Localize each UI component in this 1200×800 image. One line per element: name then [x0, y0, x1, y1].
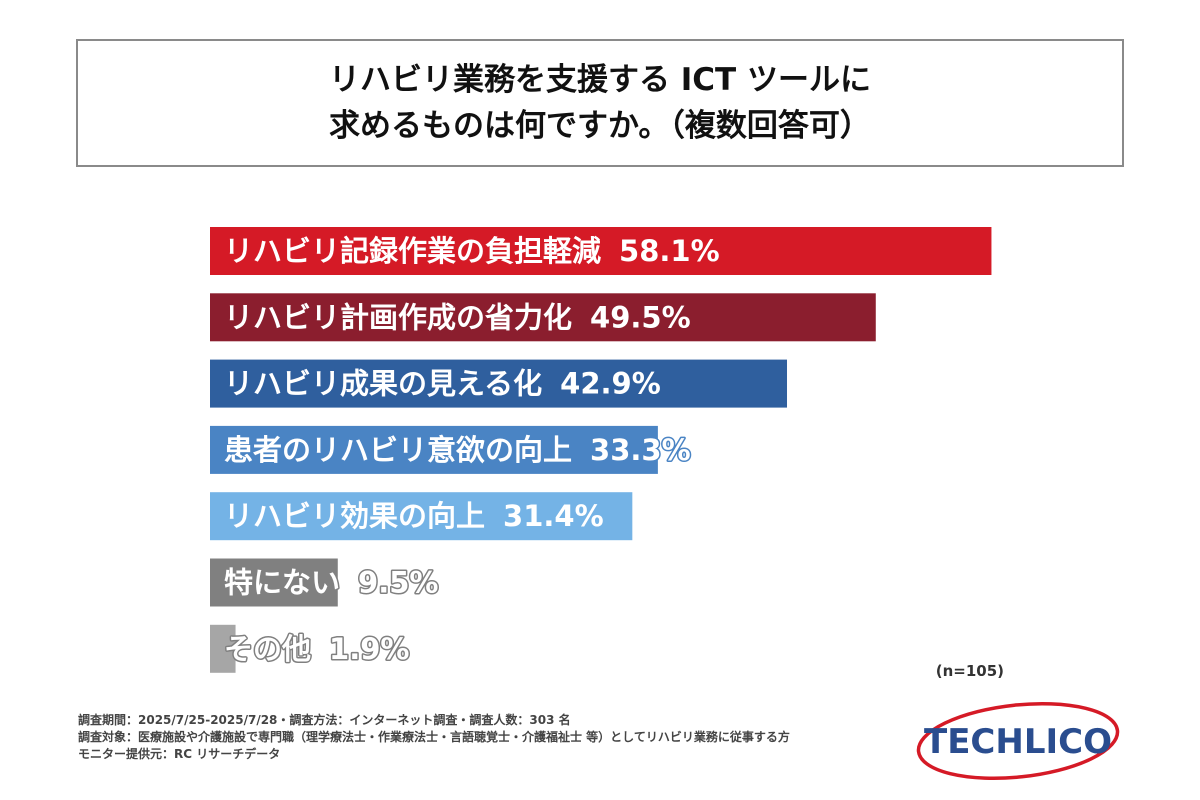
category-label-5: リハビリ効果の向上 [224, 499, 485, 533]
techlico-logo: TECHLICO [916, 701, 1120, 781]
value-label-4: 33.3% [590, 433, 691, 467]
chart-title-line-2: 求めるものは何ですか。（複数回答可） [329, 108, 871, 144]
category-label-6: 特にない [224, 566, 340, 600]
value-label-7: 1.9% [329, 632, 409, 666]
footer-line-period: 調査期間：2025/7/25-2025/7/28・調査方法：インターネット調査・… [78, 713, 571, 727]
bar-3 [210, 359, 788, 408]
value-label-6: 9.5% [358, 566, 438, 600]
category-label-3: リハビリ成果の見える化 [224, 367, 542, 401]
bar-chart: リハビリ記録作業の負担軽減 58.1% リハビリ計画作成の省力化 49.5% リハビリ成… [210, 227, 992, 673]
title-box: リハビリ業務を支援する ICT ツールに 求めるものは何ですか。（複数回答可） [76, 39, 1124, 167]
category-label-2: リハビリ計画作成の省力化 [224, 300, 572, 334]
bar-label-1: リハビリ記録作業の負担軽減 58.1% [224, 234, 720, 268]
bar-label-7: その他 1.9% [224, 632, 409, 666]
bar-6 [210, 558, 338, 607]
bar-label-3: リハビリ成果の見える化 42.9% [224, 367, 661, 401]
value-label-2: 49.5% [590, 300, 691, 334]
logo-text: TECHLICO [924, 722, 1112, 762]
bar-label-6: 特にない 9.5% [224, 566, 438, 600]
bar-7 [210, 624, 236, 673]
category-label-4: 患者のリハビリ意欲の向上 [224, 433, 572, 467]
footer-line-target: 調査対象：医療施設や介護施設で専門職（理学療法士・作業療法士・言語聴覚士・介護福… [78, 730, 790, 744]
survey-footer: 調査期間：2025/7/25-2025/7/28・調査方法：インターネット調査・… [78, 712, 790, 763]
bar-label-5: リハビリ効果の向上 31.4% [224, 499, 604, 533]
category-label-7: その他 [224, 632, 311, 666]
sample-size-label: (n=105) [935, 662, 1004, 680]
logo-ring [916, 701, 1120, 781]
value-label-5: 31.4% [503, 499, 604, 533]
bar-label-4: 患者のリハビリ意欲の向上 33.3% [224, 433, 691, 467]
bar-label-2: リハビリ計画作成の省力化 49.5% [224, 300, 691, 334]
bar-1 [210, 227, 992, 275]
value-label-3: 42.9% [560, 367, 661, 401]
chart-title-line-1: リハビリ業務を支援する ICT ツールに [328, 62, 871, 98]
footer-line-source: モニター提供元：RC リサーチデータ [78, 747, 281, 761]
bar-4 [210, 425, 658, 474]
category-label-1: リハビリ記録作業の負担軽減 [224, 234, 601, 268]
bar-5 [210, 492, 633, 541]
value-label-1: 58.1% [619, 234, 720, 268]
bar-2 [210, 293, 876, 342]
